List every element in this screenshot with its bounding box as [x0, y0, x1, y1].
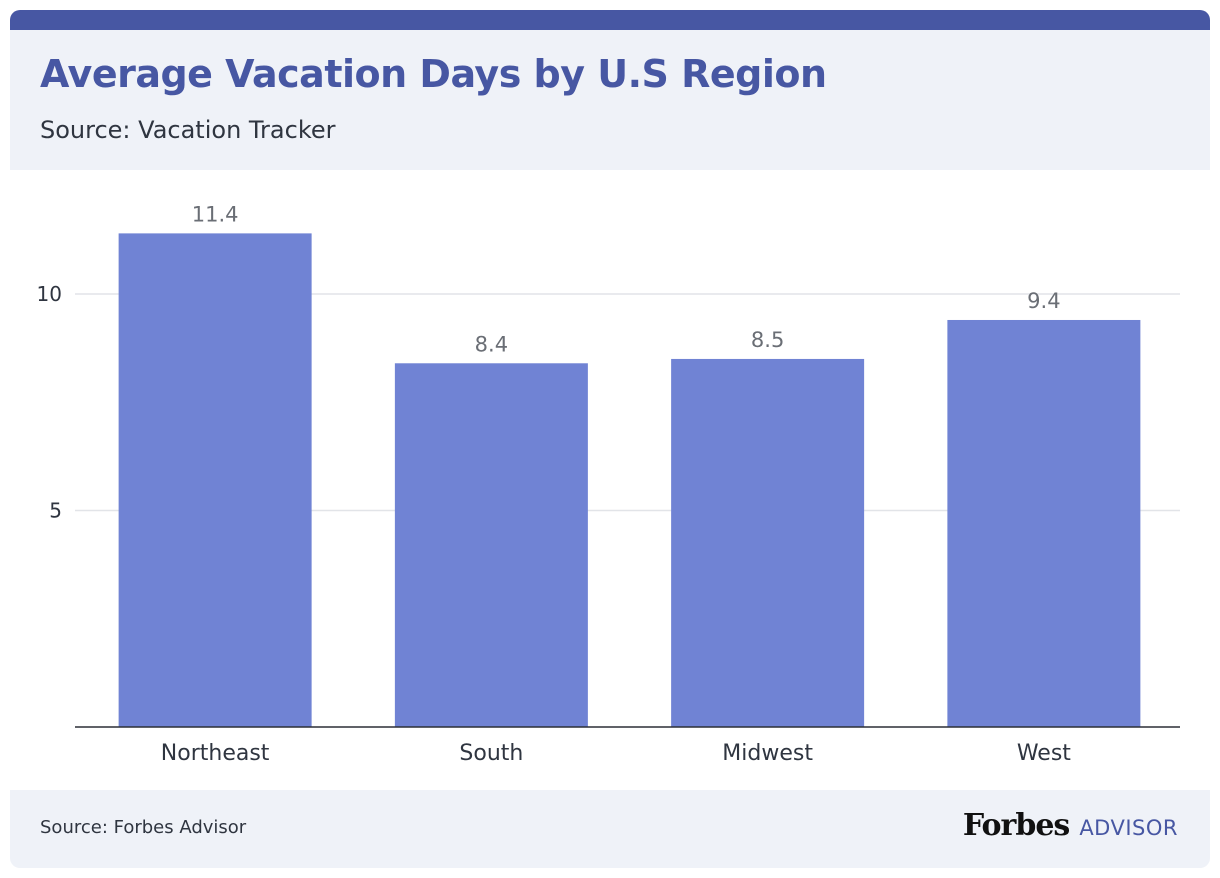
bar-south	[394, 363, 588, 727]
bar-chart-svg: 5 10 11.4 Northeast 8.4 South 8.5 Midwest 9.4 Wes…	[37, 202, 1180, 766]
brand-suffix: ADVISOR	[1079, 816, 1178, 840]
x-tick-label: West	[1017, 741, 1071, 766]
chart-title: Average Vacation Days by U.S Region	[40, 52, 827, 96]
forbes-advisor-logo: Forbes ADVISOR	[963, 808, 1178, 843]
data-label: 8.5	[751, 328, 784, 352]
footer-source: Source: Forbes Advisor	[40, 817, 247, 838]
bar-midwest	[671, 358, 865, 727]
chart-subtitle: Source: Vacation Tracker	[40, 116, 336, 144]
brand-name: Forbes	[962, 808, 1070, 843]
chart-header: Average Vacation Days by U.S Region Sour…	[10, 30, 1210, 170]
y-tick-label: 10	[37, 282, 62, 306]
top-accent-bar	[10, 10, 1210, 30]
data-label: 8.4	[475, 332, 508, 356]
bar-northeast	[118, 233, 312, 727]
x-tick-label: South	[459, 741, 523, 766]
x-tick-label: Midwest	[722, 741, 813, 766]
chart-footer: Source: Forbes Advisor Forbes ADVISOR	[10, 790, 1210, 868]
data-label: 9.4	[1027, 289, 1060, 313]
bar-chart: 5 10 11.4 Northeast 8.4 South 8.5 Midwest 9.4 Wes…	[10, 170, 1210, 790]
x-tick-label: Northeast	[161, 741, 270, 766]
data-label: 11.4	[192, 202, 239, 226]
bar-west	[947, 319, 1141, 727]
y-tick-label: 5	[49, 499, 62, 523]
